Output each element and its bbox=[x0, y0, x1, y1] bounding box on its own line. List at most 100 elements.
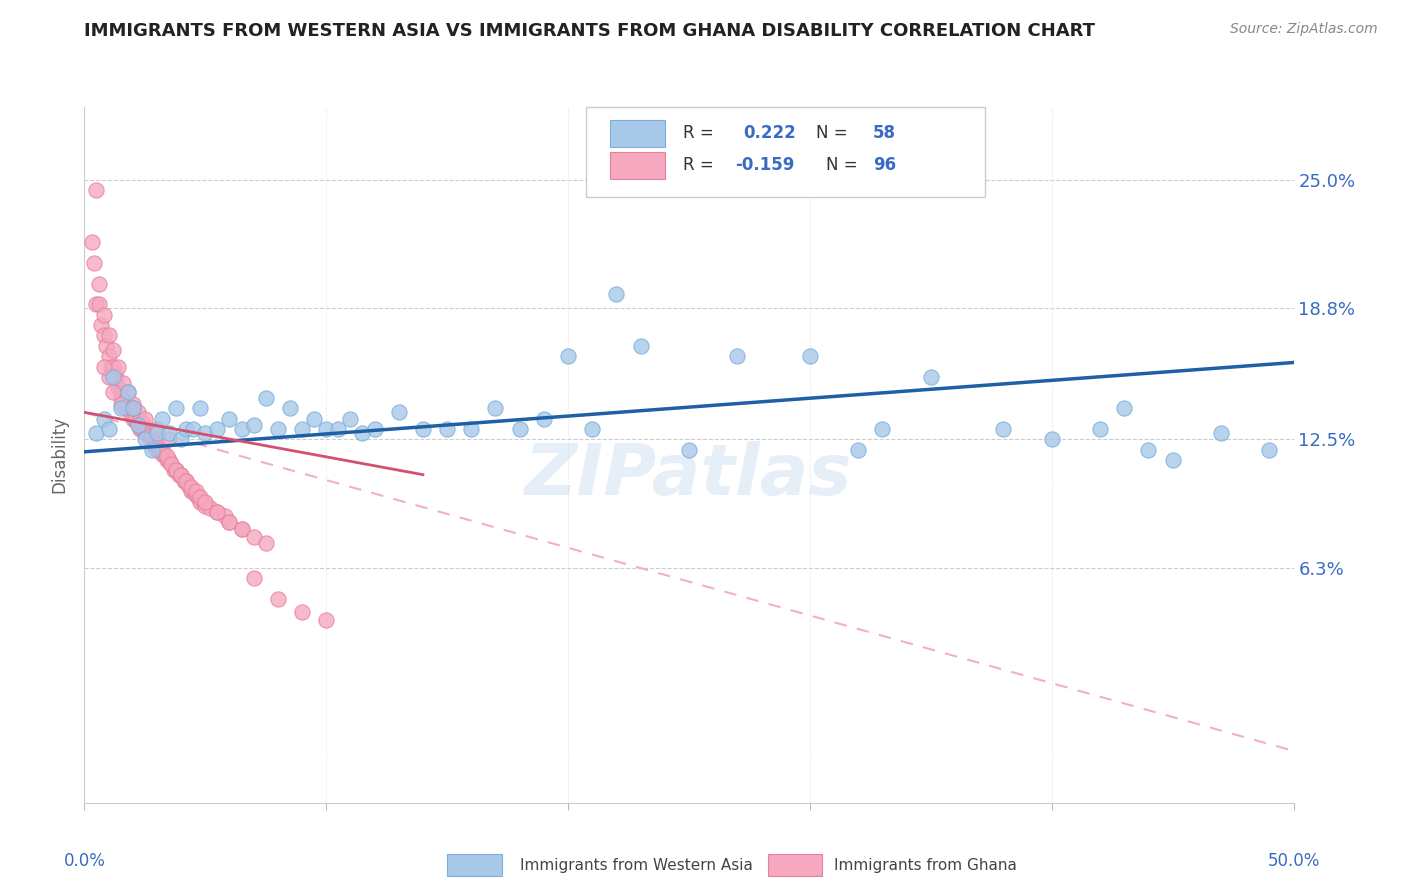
Y-axis label: Disability: Disability bbox=[51, 417, 69, 493]
Point bbox=[1209, 426, 1232, 441]
Point bbox=[190, 494, 212, 508]
Point bbox=[153, 447, 176, 461]
Point bbox=[328, 422, 350, 436]
Point bbox=[1040, 433, 1063, 447]
Point bbox=[170, 467, 193, 482]
Point bbox=[315, 613, 337, 627]
Point bbox=[160, 457, 183, 471]
Point bbox=[388, 405, 411, 419]
Point bbox=[141, 428, 163, 442]
Point bbox=[194, 426, 217, 441]
Point bbox=[190, 491, 212, 505]
Point bbox=[557, 349, 579, 363]
Point bbox=[110, 384, 132, 399]
Point bbox=[93, 308, 115, 322]
Point bbox=[242, 417, 264, 432]
Point bbox=[93, 359, 115, 374]
Point bbox=[191, 494, 214, 508]
Point bbox=[80, 235, 103, 249]
Point bbox=[104, 370, 127, 384]
Point bbox=[846, 442, 869, 457]
Point bbox=[86, 297, 108, 311]
Text: IMMIGRANTS FROM WESTERN ASIA VS IMMIGRANTS FROM GHANA DISABILITY CORRELATION CHA: IMMIGRANTS FROM WESTERN ASIA VS IMMIGRAN… bbox=[84, 22, 1095, 40]
Point bbox=[150, 442, 173, 457]
Point bbox=[97, 370, 120, 384]
Point bbox=[174, 422, 197, 436]
Point bbox=[181, 422, 204, 436]
Point bbox=[131, 422, 153, 436]
Point bbox=[146, 436, 169, 450]
Point bbox=[146, 426, 169, 441]
Point bbox=[103, 384, 125, 399]
Point bbox=[121, 411, 143, 425]
FancyBboxPatch shape bbox=[447, 854, 502, 876]
Point bbox=[134, 426, 156, 441]
Point bbox=[94, 339, 117, 353]
Point bbox=[242, 572, 264, 586]
Point bbox=[302, 411, 325, 425]
Point bbox=[120, 405, 142, 419]
Point bbox=[254, 536, 277, 550]
Point bbox=[412, 422, 434, 436]
Point bbox=[157, 426, 180, 441]
Point bbox=[107, 380, 129, 394]
Point bbox=[231, 522, 253, 536]
Point bbox=[103, 359, 125, 374]
Point bbox=[141, 433, 163, 447]
Point bbox=[146, 422, 169, 436]
Text: Immigrants from Western Asia: Immigrants from Western Asia bbox=[520, 858, 752, 873]
Point bbox=[799, 349, 821, 363]
Point bbox=[872, 422, 894, 436]
Point bbox=[1137, 442, 1160, 457]
Point bbox=[112, 391, 135, 405]
Point bbox=[218, 411, 240, 425]
Point bbox=[678, 442, 700, 457]
Point bbox=[170, 467, 193, 482]
Point bbox=[173, 474, 195, 488]
Point bbox=[184, 484, 207, 499]
Point bbox=[134, 433, 156, 447]
Point bbox=[1088, 422, 1111, 436]
Point bbox=[278, 401, 301, 416]
Point bbox=[138, 433, 160, 447]
Point bbox=[165, 401, 187, 416]
Point bbox=[124, 411, 146, 425]
Point bbox=[100, 359, 122, 374]
Point bbox=[231, 522, 253, 536]
Text: R =: R = bbox=[683, 156, 718, 175]
Point bbox=[725, 349, 748, 363]
Point bbox=[87, 297, 110, 311]
Text: 96: 96 bbox=[873, 156, 896, 175]
Point bbox=[291, 605, 314, 619]
Point bbox=[127, 417, 149, 432]
Point bbox=[110, 401, 132, 416]
Point bbox=[207, 422, 229, 436]
Point bbox=[242, 530, 264, 544]
Point bbox=[363, 422, 385, 436]
Point bbox=[581, 422, 603, 436]
Point bbox=[150, 447, 173, 461]
Point bbox=[267, 422, 290, 436]
Point bbox=[207, 505, 229, 519]
Point bbox=[165, 463, 187, 477]
Point bbox=[177, 478, 200, 492]
Point bbox=[121, 401, 143, 416]
Point bbox=[121, 401, 143, 416]
Point bbox=[254, 391, 277, 405]
Point bbox=[86, 183, 108, 197]
Point bbox=[86, 426, 108, 441]
FancyBboxPatch shape bbox=[610, 120, 665, 146]
Point bbox=[315, 422, 337, 436]
Point bbox=[267, 592, 290, 607]
Point bbox=[184, 488, 207, 502]
Point bbox=[218, 516, 240, 530]
Point bbox=[93, 411, 115, 425]
Point bbox=[1258, 442, 1281, 457]
Point bbox=[90, 318, 112, 332]
Point bbox=[150, 411, 173, 425]
Text: ZIPatlas: ZIPatlas bbox=[526, 442, 852, 510]
Point bbox=[165, 463, 187, 477]
Point bbox=[114, 401, 136, 416]
Point bbox=[110, 391, 132, 405]
Point bbox=[146, 442, 169, 457]
